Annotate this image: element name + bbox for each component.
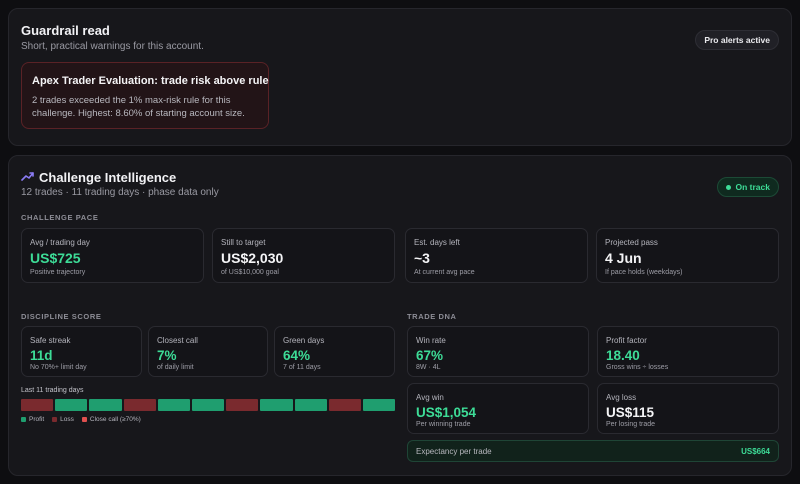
stat-value: US$725 [30, 250, 81, 266]
loss-swatch-icon [52, 417, 58, 422]
guardrail-subtitle: Short, practical warnings for this accou… [21, 41, 204, 52]
stat-label: Win rate [416, 336, 446, 345]
streak-day-2-profit [55, 399, 88, 411]
pro-alerts-badge[interactable]: Pro alerts active [695, 30, 779, 50]
legend-profit: Profit [21, 416, 44, 423]
stat-label: Profit factor [606, 336, 647, 345]
stat-value: 7% [157, 348, 177, 363]
stat-label: Green days [283, 336, 325, 345]
risk-alert-text: 2 trades exceeded the 1% max-risk rule f… [32, 95, 245, 119]
stat-subtext: Gross wins ÷ losses [606, 364, 669, 371]
challenge-subtitle: 12 trades · 11 trading days · phase data… [21, 187, 219, 198]
guardrail-title: Guardrail read [21, 23, 110, 38]
stat-subtext: Per losing trade [606, 421, 656, 428]
pace-est-days-left: Est. days left ~3 At current avg pace [405, 228, 588, 283]
streak-day-4-loss [123, 399, 156, 411]
stat-label: Still to target [221, 238, 266, 247]
legend-profit-label: Profit [29, 416, 45, 423]
stat-label: Projected pass [605, 238, 658, 247]
streak-day-7-loss [226, 399, 259, 411]
stat-subtext: 7 of 11 days [283, 364, 321, 371]
stat-subtext: If pace holds (weekdays) [605, 269, 683, 276]
expectancy-label: Expectancy per trade [416, 447, 492, 456]
guardrail-card: Guardrail read Short, practical warnings… [8, 8, 792, 146]
streak-legend: Profit Loss Close call (≥70%) [21, 416, 141, 423]
discipline-score-label: DISCIPLINE SCORE [21, 312, 102, 321]
streak-day-3-profit [89, 399, 122, 411]
stat-subtext: At current avg pace [414, 269, 475, 276]
streak-day-11-profit [362, 399, 396, 411]
stat-label: Safe streak [30, 336, 71, 345]
challenge-intelligence-card: Challenge Intelligence 12 trades · 11 tr… [8, 155, 792, 476]
trending-up-icon [21, 172, 34, 181]
discipline-safe-streak: Safe streak 11d No 70%+ limit day [21, 326, 142, 377]
stat-subtext: Per winning trade [416, 421, 471, 428]
challenge-title: Challenge Intelligence [39, 170, 177, 185]
stat-label: Avg win [416, 393, 444, 402]
stat-subtext: of US$10,000 goal [221, 269, 279, 276]
stat-value: 18.40 [606, 348, 640, 363]
pace-still-to-target: Still to target US$2,030 of US$10,000 go… [212, 228, 395, 283]
streak-day-1-loss [21, 399, 54, 411]
on-track-badge[interactable]: On track [716, 177, 779, 197]
status-dot-icon [725, 184, 731, 190]
challenge-pace-label: CHALLENGE PACE [21, 213, 99, 222]
stat-value: US$2,030 [221, 250, 284, 266]
dna-avg-loss: Avg loss US$115 Per losing trade [597, 383, 779, 434]
discipline-closest-call: Closest call 7% of daily limit [148, 326, 268, 377]
profit-swatch-icon [21, 417, 26, 422]
trade-dna-label: TRADE DNA [407, 312, 457, 321]
dna-win-rate: Win rate 67% 8W · 4L [407, 326, 589, 377]
on-track-label: On track [735, 182, 771, 192]
legend-close-call: Close call (≥70%) [81, 416, 141, 423]
stat-subtext: Positive trajectory [30, 269, 86, 276]
legend-close-label: Close call (≥70%) [89, 416, 141, 423]
legend-loss: Loss [52, 416, 74, 423]
streak-day-8-profit [260, 399, 293, 411]
close-call-swatch-icon [81, 417, 87, 422]
stat-subtext: No 70%+ limit day [30, 364, 87, 371]
streak-day-9-profit [294, 399, 327, 411]
streak-day-10-loss [328, 399, 361, 411]
stat-subtext: 8W · 4L [416, 364, 441, 371]
stat-label: Closest call [157, 336, 198, 345]
risk-alert-title: Apex Trader Evaluation: trade risk above… [32, 75, 269, 87]
streak-label: Last 11 trading days [21, 387, 84, 394]
stat-value: 4 Jun [605, 250, 642, 266]
pace-projected-pass: Projected pass 4 Jun If pace holds (week… [596, 228, 779, 283]
stat-label: Est. days left [414, 238, 460, 247]
stat-value: 64% [283, 348, 311, 363]
trading-day-streak [21, 399, 396, 411]
stat-value: ~3 [414, 250, 430, 266]
stat-label: Avg loss [606, 393, 637, 402]
streak-day-5-profit [157, 399, 190, 411]
dna-avg-win: Avg win US$1,054 Per winning trade [407, 383, 589, 434]
dna-profit-factor: Profit factor 18.40 Gross wins ÷ losses [597, 326, 779, 377]
discipline-green-days: Green days 64% 7 of 11 days [274, 326, 395, 377]
stat-value: 11d [30, 348, 53, 363]
expectancy-value: US$664 [741, 447, 770, 456]
legend-loss-label: Loss [60, 416, 74, 423]
stat-value: US$1,054 [416, 405, 477, 420]
risk-alert[interactable]: Apex Trader Evaluation: trade risk above… [21, 62, 269, 129]
stat-value: US$115 [606, 405, 655, 420]
pace-avg-per-day: Avg / trading day US$725 Positive trajec… [21, 228, 204, 283]
stat-subtext: of daily limit [157, 364, 194, 371]
expectancy-bar: Expectancy per trade US$664 [407, 440, 779, 462]
stat-label: Avg / trading day [30, 238, 90, 247]
stat-value: 67% [416, 348, 444, 363]
streak-day-6-profit [191, 399, 225, 411]
